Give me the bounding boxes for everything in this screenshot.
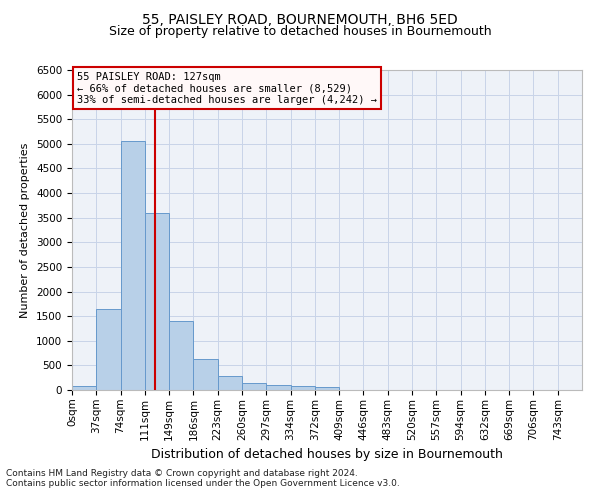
Bar — [121, 142, 145, 390]
Bar — [193, 360, 218, 390]
Bar — [290, 386, 315, 390]
Bar — [266, 385, 290, 390]
Bar — [218, 376, 242, 390]
Bar — [169, 320, 193, 390]
Bar — [72, 386, 96, 390]
Bar — [242, 383, 266, 390]
Text: 55, PAISLEY ROAD, BOURNEMOUTH, BH6 5ED: 55, PAISLEY ROAD, BOURNEMOUTH, BH6 5ED — [142, 12, 458, 26]
Bar — [145, 213, 169, 390]
Bar — [315, 388, 339, 390]
Text: Contains HM Land Registry data © Crown copyright and database right 2024.: Contains HM Land Registry data © Crown c… — [6, 468, 358, 477]
Text: Size of property relative to detached houses in Bournemouth: Size of property relative to detached ho… — [109, 25, 491, 38]
Text: Contains public sector information licensed under the Open Government Licence v3: Contains public sector information licen… — [6, 478, 400, 488]
X-axis label: Distribution of detached houses by size in Bournemouth: Distribution of detached houses by size … — [151, 448, 503, 461]
Text: 55 PAISLEY ROAD: 127sqm
← 66% of detached houses are smaller (8,529)
33% of semi: 55 PAISLEY ROAD: 127sqm ← 66% of detache… — [77, 72, 377, 105]
Bar — [96, 309, 121, 390]
Y-axis label: Number of detached properties: Number of detached properties — [20, 142, 31, 318]
